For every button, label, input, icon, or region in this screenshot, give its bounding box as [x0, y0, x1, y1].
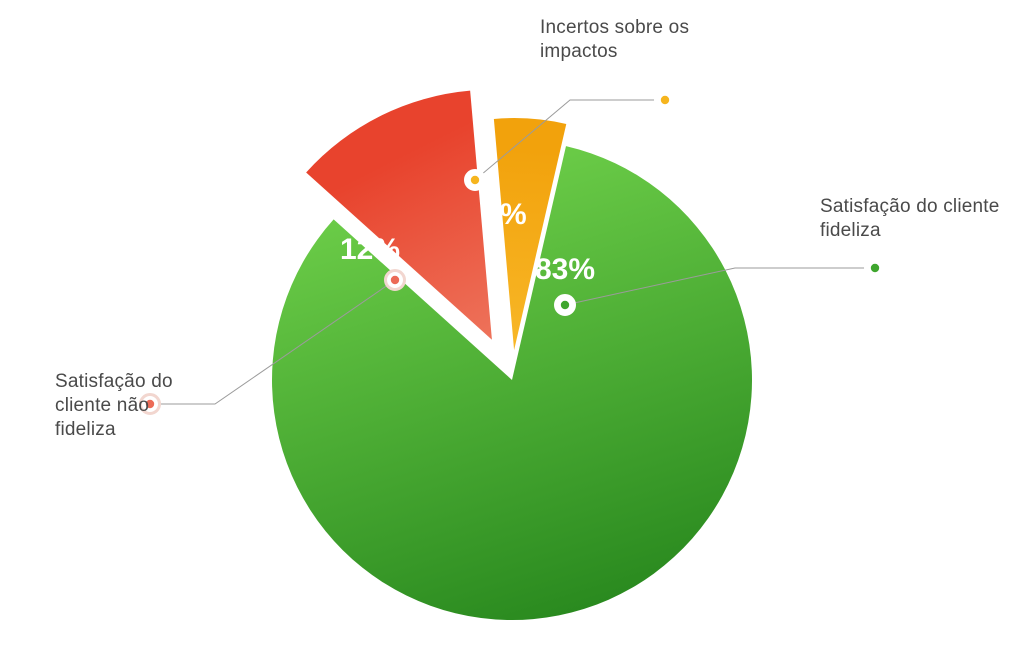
pct-label-yellow: 5%	[483, 198, 526, 232]
pie-chart-stage: 83% Satisfação do cliente fideliza 12% Sati…	[0, 0, 1024, 660]
pct-label-red: 12%	[340, 233, 400, 267]
legend-label-green: Satisfação do cliente fideliza	[820, 195, 1010, 243]
legend-label-red: Satisfação do cliente não fideliza	[55, 370, 205, 441]
pct-label-green: 83%	[535, 253, 595, 287]
pie-chart-svg	[0, 0, 1024, 660]
legend-label-yellow: Incertos sobre os impactos	[540, 16, 750, 64]
